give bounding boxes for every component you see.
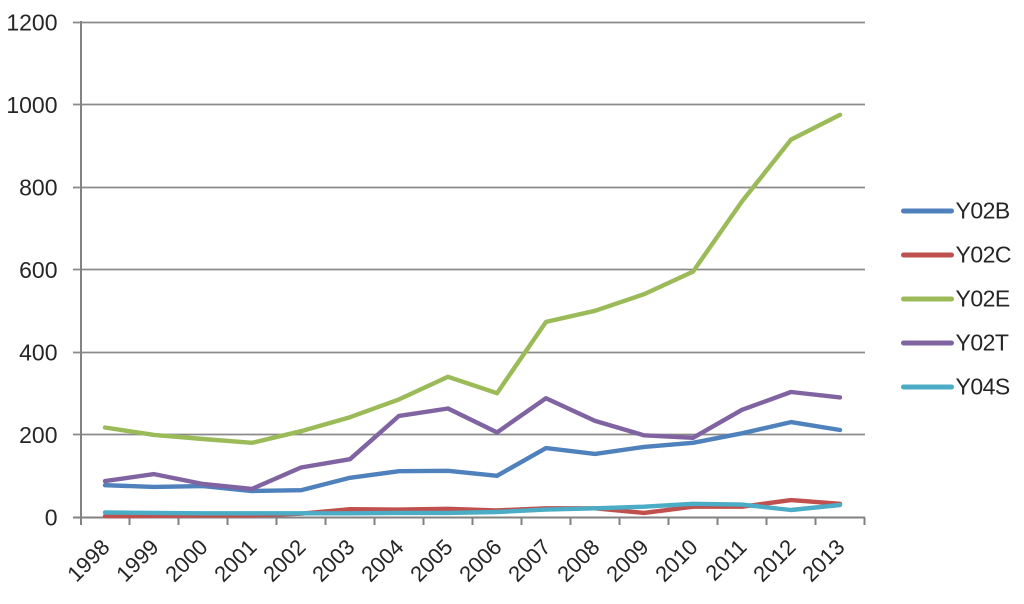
svg-text:400: 400 <box>19 339 57 365</box>
svg-text:0: 0 <box>45 504 58 530</box>
svg-text:Y02T: Y02T <box>956 330 1009 356</box>
svg-text:1200: 1200 <box>6 9 57 35</box>
svg-text:Y04S: Y04S <box>956 374 1010 400</box>
svg-text:Y02B: Y02B <box>956 198 1010 224</box>
svg-text:Y02C: Y02C <box>956 242 1012 268</box>
svg-text:Y02E: Y02E <box>956 286 1010 312</box>
svg-text:200: 200 <box>19 422 57 448</box>
svg-text:800: 800 <box>19 174 57 200</box>
svg-text:600: 600 <box>19 257 57 283</box>
svg-text:1000: 1000 <box>6 92 57 118</box>
